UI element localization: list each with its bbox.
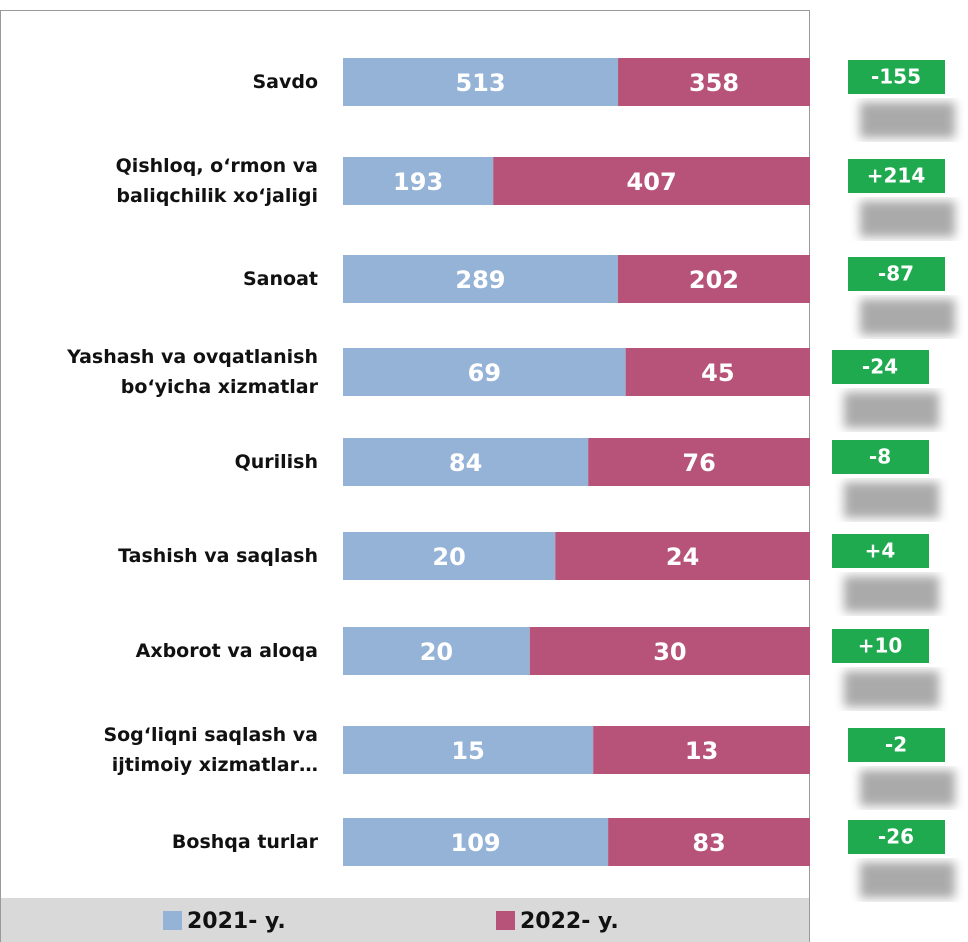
shadow (844, 576, 939, 612)
shadow (860, 201, 955, 237)
bar-segment (588, 438, 810, 486)
value-label: 20 (432, 543, 465, 571)
shadow (860, 299, 955, 335)
bar-segment (343, 532, 556, 580)
shadow (844, 671, 939, 707)
difference-box (832, 629, 929, 663)
difference-box (832, 350, 929, 384)
bar-segment (593, 726, 810, 774)
legend-label: 2022- y. (520, 909, 619, 934)
bar-segment (625, 348, 810, 396)
category-label: Savdo (252, 71, 318, 93)
value-label: 20 (420, 638, 453, 666)
value-label: 193 (393, 168, 443, 196)
value-label: 30 (653, 638, 686, 666)
value-label: 76 (682, 449, 715, 477)
difference-box (848, 159, 945, 193)
value-label: 513 (455, 69, 505, 97)
category-label: Axborot va aloqa (135, 640, 318, 662)
bar-segment (343, 726, 594, 774)
bar-segment (343, 438, 589, 486)
value-label: 109 (451, 829, 501, 857)
bar-segment (343, 157, 494, 205)
difference-box (848, 728, 945, 762)
value-label: 84 (449, 449, 482, 477)
shadow (844, 482, 939, 518)
shadow (860, 770, 955, 806)
category-label: Yashash va ovqatlanish bo‘yicha xizmatla… (67, 346, 318, 398)
bar-segment (608, 818, 810, 866)
difference-box (848, 820, 945, 854)
value-label: 407 (627, 168, 677, 196)
shadow (860, 862, 955, 898)
legend-swatch (163, 911, 182, 930)
difference-label: +214 (867, 164, 926, 188)
bar-segment (343, 255, 618, 303)
category-label: Qishloq, o‘rmon va baliqchilik xo‘jaligi (115, 155, 318, 207)
difference-label: +10 (858, 634, 903, 658)
bar-segment (343, 818, 609, 866)
difference-box (832, 534, 929, 568)
bar-segment (555, 532, 810, 580)
bar-segment (617, 255, 810, 303)
bar-segment (493, 157, 810, 205)
bar-segment (618, 58, 810, 106)
value-label: 24 (666, 543, 699, 571)
value-label: 83 (692, 829, 725, 857)
bar-segment (529, 627, 810, 675)
legend-label: 2021- y. (187, 909, 286, 934)
bar-segment (343, 627, 530, 675)
bar-segment (343, 348, 626, 396)
difference-box (832, 440, 929, 474)
difference-box (848, 60, 945, 94)
value-label: 69 (468, 359, 501, 387)
difference-label: -8 (869, 445, 891, 469)
value-label: 202 (689, 266, 739, 294)
bar-segment (343, 58, 619, 106)
shadow (860, 102, 955, 138)
value-label: 15 (451, 737, 484, 765)
value-label: 289 (455, 266, 505, 294)
category-label: Sanoat (243, 268, 318, 290)
category-label: Sog‘liqni saqlash va ijtimoiy xizmatlar… (103, 724, 318, 776)
difference-label: -155 (871, 65, 921, 89)
value-label: 45 (701, 359, 734, 387)
legend-band (0, 898, 810, 942)
difference-label: +4 (865, 539, 896, 563)
value-label: 358 (689, 69, 739, 97)
category-label: Tashish va saqlash (118, 545, 318, 567)
difference-label: -24 (862, 355, 898, 379)
difference-label: -26 (878, 825, 914, 849)
category-label: Boshqa turlar (171, 831, 318, 853)
category-label: Qurilish (234, 451, 318, 473)
difference-label: -87 (878, 262, 914, 286)
value-label: 13 (685, 737, 718, 765)
difference-label: -2 (885, 733, 907, 757)
shadow (844, 392, 939, 428)
legend-swatch (496, 911, 515, 930)
difference-box (848, 257, 945, 291)
